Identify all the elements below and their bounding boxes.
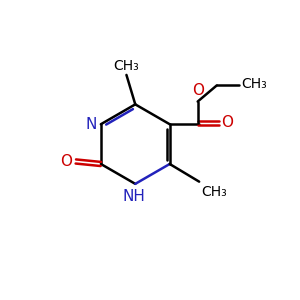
Text: N: N (85, 117, 96, 132)
Text: NH: NH (122, 189, 145, 204)
Text: O: O (192, 83, 204, 98)
Text: O: O (60, 154, 72, 169)
Text: CH₃: CH₃ (114, 58, 139, 73)
Text: O: O (221, 115, 233, 130)
Text: CH₃: CH₃ (202, 184, 227, 199)
Text: CH₃: CH₃ (241, 77, 267, 91)
